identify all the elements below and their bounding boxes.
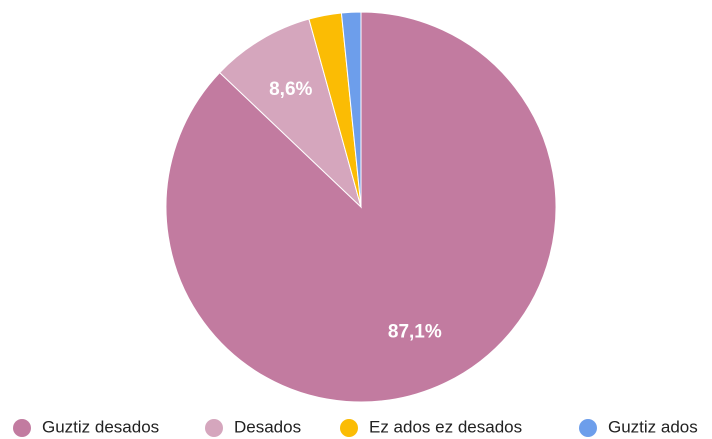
slice-label: 8,6% (269, 79, 312, 100)
legend-label: Guztiz desados (42, 417, 159, 436)
legend-swatch (579, 419, 597, 437)
legend-swatch (340, 419, 358, 437)
slice-label: 87,1% (388, 321, 442, 342)
pie-slice (218, 18, 362, 209)
legend-swatch (13, 419, 31, 437)
legend-label: Desados (234, 417, 301, 436)
legend-label: Guztiz ados (608, 417, 698, 436)
legend-label: Ez ados ez desados (369, 417, 522, 436)
legend-swatch (205, 419, 223, 437)
pie-slice (340, 11, 362, 208)
